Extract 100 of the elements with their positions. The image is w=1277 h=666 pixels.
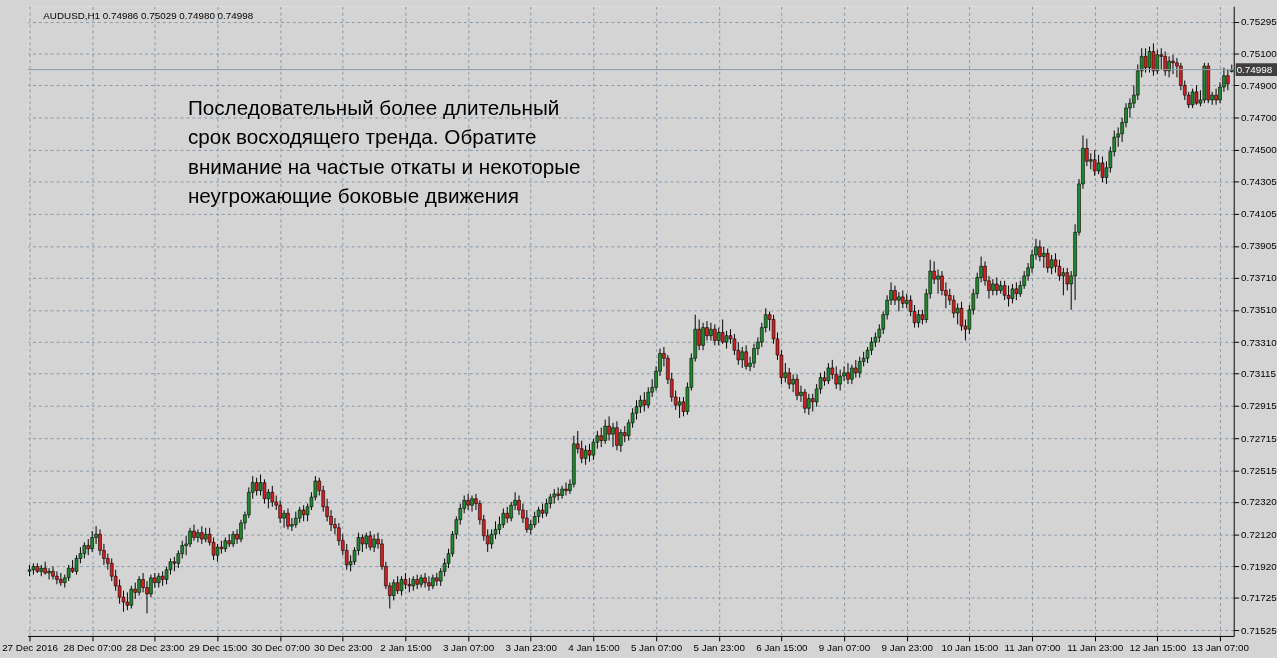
candlestick	[846, 362, 850, 385]
candlestick	[936, 268, 940, 295]
x-tick-label: 12 Jan 15:00	[1129, 642, 1187, 654]
candlestick	[564, 482, 568, 496]
candlestick	[1163, 51, 1167, 77]
candlestick	[838, 369, 842, 392]
candlestick	[713, 323, 717, 346]
x-tick-label: 30 Dec 07:00	[251, 642, 311, 654]
x-tick-label: 3 Jan 07:00	[442, 642, 495, 654]
y-tick-label: 0.73710	[1241, 271, 1277, 283]
x-tick-label: 2 Jan 15:00	[380, 642, 433, 654]
candlestick	[897, 291, 901, 312]
candlestick	[466, 493, 470, 511]
candlestick	[192, 524, 196, 542]
x-tick-label: 11 Jan 23:00	[1067, 642, 1124, 654]
candlestick	[1151, 42, 1156, 77]
candlestick	[1045, 247, 1050, 274]
x-tick-label: 10 Jan 15:00	[941, 642, 999, 654]
y-tick-label: 0.74305	[1241, 175, 1277, 187]
candlestick	[740, 346, 745, 369]
y-tick-label: 0.72915	[1241, 400, 1277, 412]
candlestick	[619, 428, 623, 453]
candlestick	[1061, 267, 1066, 296]
candlestick	[470, 495, 474, 513]
candlestick	[615, 420, 619, 451]
candlestick	[1167, 55, 1171, 78]
y-tick-label: 0.74500	[1241, 144, 1277, 156]
chart-title: AUDUSD,H1 0.74986 0.75029 0.74980 0.74998	[43, 10, 254, 22]
candlestick	[278, 499, 282, 524]
x-tick-label: 30 Dec 23:00	[314, 642, 374, 654]
candlestick	[1049, 254, 1054, 275]
candlestick	[791, 373, 795, 393]
x-tick-label: 5 Jan 07:00	[630, 642, 683, 654]
candlestick	[372, 533, 376, 553]
candlestick	[1042, 246, 1046, 269]
candlestick	[282, 509, 286, 529]
candlestick	[1155, 49, 1160, 75]
candlestick	[1171, 54, 1175, 75]
candlestick	[427, 575, 431, 592]
y-tick-label: 0.72320	[1241, 496, 1277, 508]
candlestick	[368, 530, 372, 551]
y-tick-label: 0.75295	[1241, 16, 1277, 28]
x-tick-label: 28 Dec 07:00	[63, 642, 123, 654]
candlestick	[1159, 47, 1164, 70]
x-tick-label: 6 Jan 15:00	[756, 642, 809, 654]
y-tick-label: 0.73905	[1241, 240, 1277, 252]
candlestick	[795, 373, 799, 401]
candlestick	[1006, 285, 1011, 308]
x-tick-label: 11 Jan 07:00	[1004, 642, 1062, 654]
candlestick	[286, 507, 290, 530]
candlestick	[423, 572, 427, 589]
candlestick	[262, 478, 267, 505]
candlestick	[1065, 267, 1070, 291]
x-tick-label: 9 Jan 07:00	[818, 642, 871, 654]
x-tick-label: 9 Jan 23:00	[881, 642, 934, 654]
x-tick-label: 27 Dec 2016	[2, 642, 59, 654]
candlestick	[579, 440, 584, 464]
candlestick	[1147, 46, 1152, 73]
y-tick-label: 0.71525	[1241, 624, 1277, 636]
candlestick	[701, 322, 705, 351]
y-tick-label: 0.72715	[1241, 432, 1277, 444]
candlestick	[1096, 154, 1101, 175]
candlestick	[850, 364, 854, 385]
x-tick-label: 3 Jan 23:00	[505, 642, 558, 654]
y-tick-label: 0.74900	[1241, 79, 1277, 91]
candlestick	[677, 396, 682, 419]
candlestick	[1100, 155, 1105, 183]
x-tick-label: 13 Jan 07:00	[1192, 642, 1250, 654]
y-tick-label: 0.71725	[1241, 592, 1277, 604]
y-tick-label: 0.73310	[1241, 336, 1277, 348]
candlestick	[196, 528, 200, 543]
candlestick	[391, 578, 396, 601]
y-tick-label: 0.75100	[1241, 47, 1277, 59]
candlestick	[129, 585, 134, 609]
y-tick-label: 0.73115	[1241, 368, 1277, 380]
candlestick	[646, 386, 651, 409]
y-tick-label: 0.72120	[1241, 528, 1277, 540]
x-tick-label: 4 Jan 15:00	[568, 642, 621, 654]
candlestick	[47, 567, 51, 580]
y-tick-label: 0.74105	[1241, 208, 1277, 220]
candlestick	[991, 278, 995, 296]
candlestick	[270, 485, 275, 508]
candlestick	[344, 543, 349, 571]
candlestick	[137, 575, 141, 597]
candlestick	[599, 427, 604, 448]
candlestick	[55, 570, 59, 585]
candlestick	[1214, 88, 1218, 106]
candlestick	[744, 344, 748, 371]
y-tick-label: 0.71920	[1241, 560, 1277, 572]
candlestick	[603, 419, 607, 445]
candlestick	[955, 302, 960, 325]
candlestick	[1143, 47, 1148, 73]
ref-line-label: 0.74998	[1236, 63, 1273, 75]
x-tick-label: 5 Jan 23:00	[693, 642, 746, 654]
candlestick	[51, 566, 55, 580]
candlestick	[611, 422, 615, 448]
candlestick	[90, 530, 94, 553]
y-tick-label: 0.73510	[1241, 304, 1277, 316]
candlestick	[803, 388, 807, 414]
candlestick	[1226, 68, 1230, 91]
